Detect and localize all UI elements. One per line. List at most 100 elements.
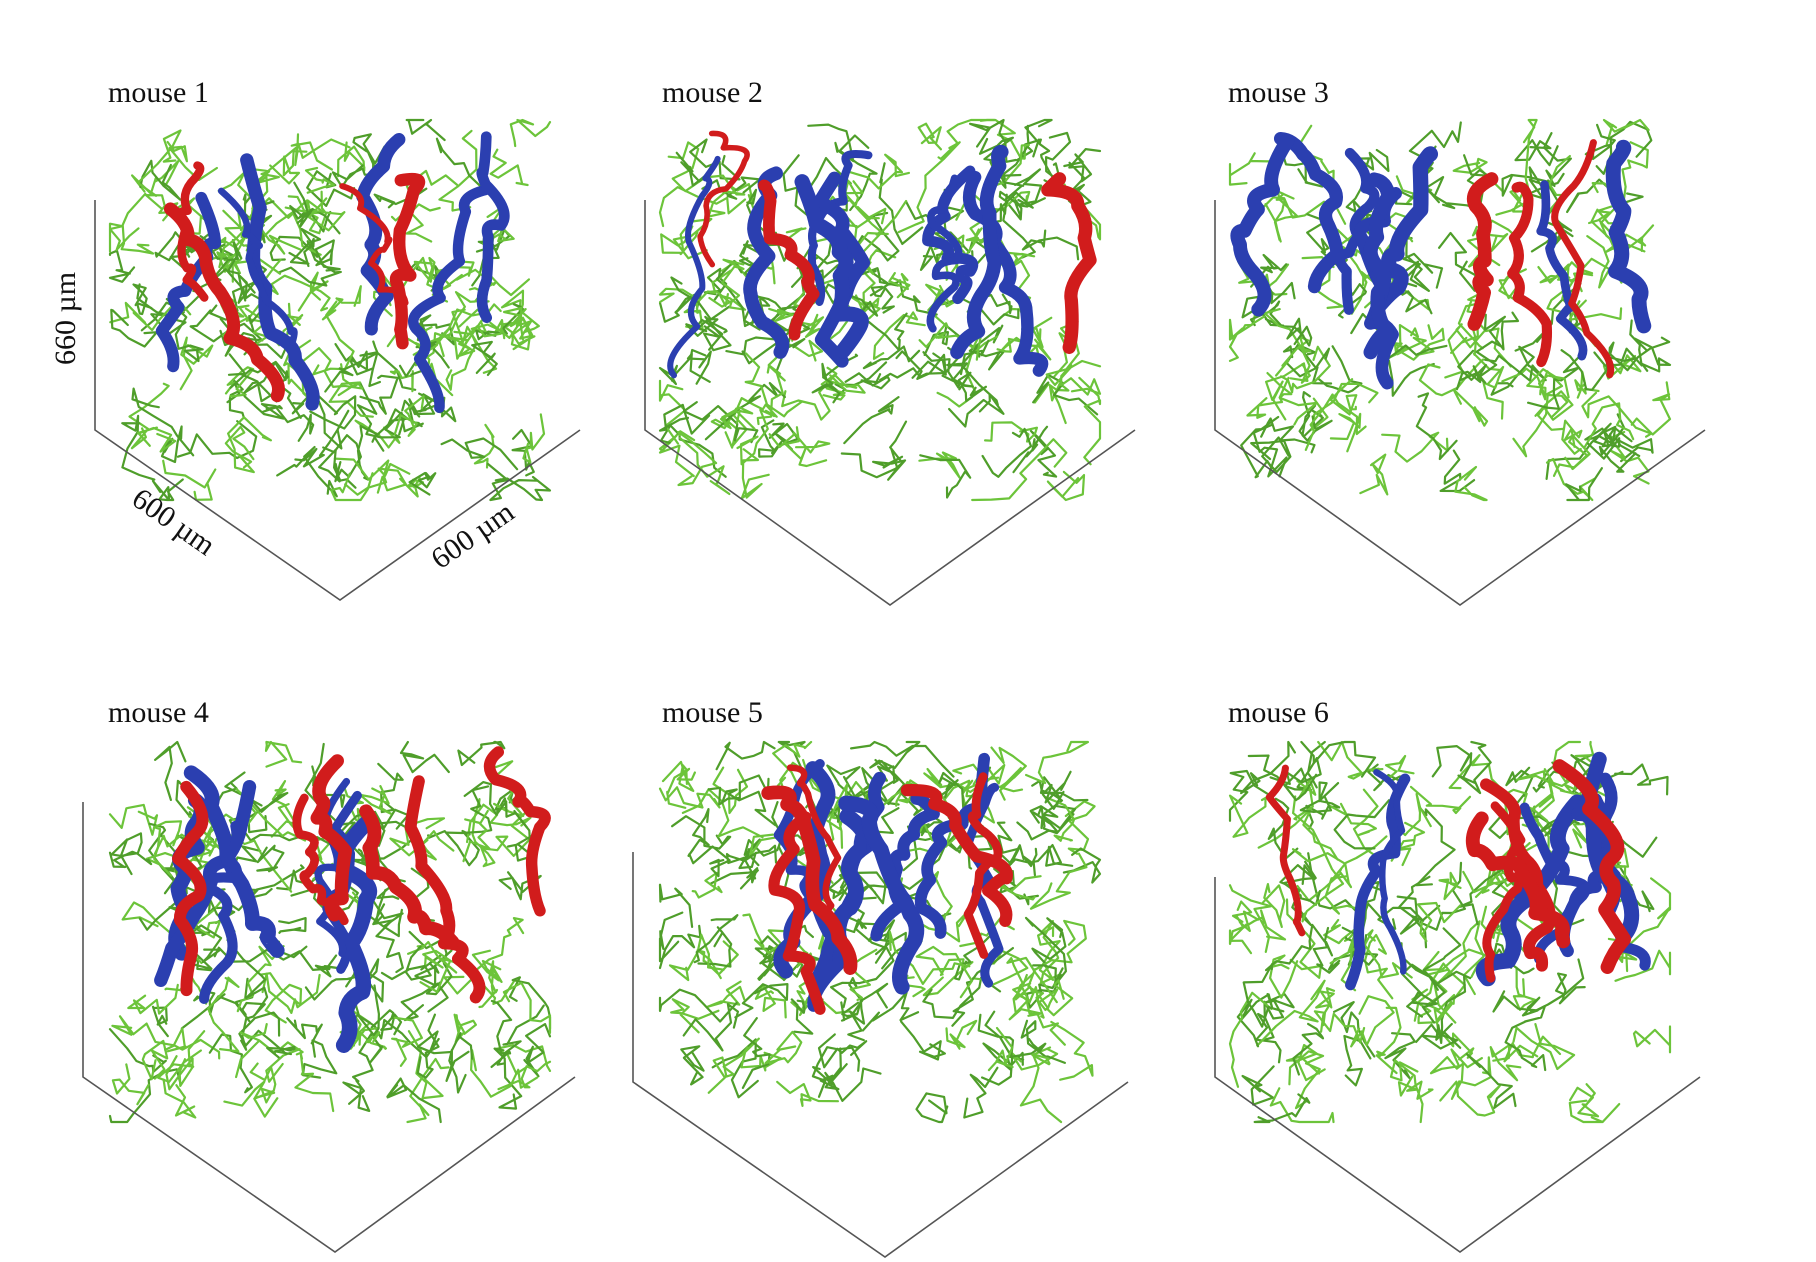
- capillary-segment: [312, 300, 355, 376]
- capillary-segment: [1396, 875, 1431, 935]
- venule-branch: [1363, 172, 1396, 360]
- capillary-segment: [522, 413, 546, 464]
- capillary-segment: [817, 1033, 868, 1069]
- capillary-segment: [391, 1016, 423, 1067]
- capillary-segment: [314, 239, 341, 272]
- capillary-segment: [759, 935, 804, 978]
- capillary-segment: [121, 414, 156, 481]
- capillary-segment: [1228, 315, 1266, 341]
- capillary-segment: [658, 924, 702, 970]
- capillary-segment: [1577, 235, 1611, 289]
- capillary-segment: [1416, 901, 1462, 943]
- capillary-segment: [1012, 982, 1066, 1046]
- panel-mouse-1: mouse 1 660 µm 600 µm 600 µm: [49, 76, 581, 601]
- capillary-segment: [1310, 382, 1379, 431]
- axis-frame: [1214, 200, 1706, 606]
- capillary-segment: [677, 430, 718, 487]
- capillary-segment: [376, 462, 411, 494]
- capillary-segment: [330, 472, 374, 502]
- capillary-segment: [705, 980, 746, 1009]
- capillary-segment: [725, 848, 758, 880]
- capillary-segment: [977, 1010, 1015, 1058]
- capillary-segment: [715, 740, 776, 771]
- capillary-segment: [1253, 1093, 1311, 1124]
- capillary-segment: [895, 350, 947, 380]
- panel-label: mouse 5: [662, 696, 763, 729]
- venule-branch: [1605, 139, 1652, 334]
- capillary-segment: [1268, 954, 1299, 999]
- capillary-segment: [393, 395, 425, 437]
- capillary-segment: [386, 1077, 442, 1124]
- venule-branch: [838, 795, 925, 995]
- capillary-segment: [1019, 328, 1052, 364]
- capillary-segment: [1333, 799, 1390, 850]
- capillary-segment: [918, 451, 961, 479]
- venule-branch: [1230, 133, 1295, 317]
- capillary-segment: [165, 1055, 194, 1091]
- capillary-segment: [1025, 740, 1089, 785]
- capillary-segment: [440, 437, 519, 471]
- capillary-segment: [377, 762, 404, 814]
- capillary-segment: [936, 335, 999, 408]
- capillary-segment: [223, 1080, 276, 1107]
- height-dimension-label: 660 µm: [49, 272, 82, 365]
- capillary-segment: [1512, 966, 1537, 1011]
- panel-mouse-2: mouse 2: [644, 76, 1136, 606]
- capillary-segment: [157, 1030, 206, 1083]
- capillary-segment: [919, 454, 972, 499]
- capillary-segment: [260, 972, 303, 1024]
- capillary-segment: [132, 283, 153, 316]
- capillary-segment: [1532, 761, 1574, 793]
- capillary-segment: [1359, 453, 1389, 496]
- capillary-segment: [416, 1030, 474, 1060]
- capillary-segment: [1282, 345, 1331, 369]
- capillary-segment: [984, 421, 1038, 443]
- capillary-segment: [1591, 182, 1644, 253]
- capillary-segment: [235, 1022, 276, 1079]
- capillary-segment: [1581, 391, 1653, 438]
- arteriole-branch: [1551, 139, 1615, 379]
- venule-branch: [794, 174, 869, 359]
- capillary-segment: [1291, 848, 1353, 889]
- capillary-segment: [869, 279, 938, 316]
- arteriole-branch: [175, 161, 209, 302]
- capillary-segment: [948, 393, 1005, 428]
- capillary-segment: [1044, 796, 1076, 842]
- capillary-segment: [1418, 358, 1485, 397]
- capillary-segment: [862, 345, 921, 370]
- capillary-segment: [765, 307, 794, 329]
- capillary-segment: [682, 1003, 739, 1052]
- capillary-segment: [231, 211, 322, 283]
- capillary-segment: [1439, 1080, 1501, 1117]
- capillary-segment: [1046, 470, 1086, 502]
- capillary-segment: [108, 222, 140, 253]
- capillary-segment: [299, 347, 364, 397]
- capillary-segment: [658, 883, 694, 928]
- capillary-segment: [861, 991, 920, 1032]
- capillary-segment: [925, 827, 964, 870]
- arteriole-branch: [310, 754, 353, 922]
- capillary-segment: [1045, 339, 1102, 386]
- capillary-segment: [1429, 1048, 1483, 1075]
- capillary-segment: [1602, 118, 1650, 146]
- capillary-segment: [165, 298, 204, 363]
- venule-branch: [1370, 146, 1439, 315]
- capillary-segment: [407, 1030, 444, 1101]
- arteriole-branch: [483, 746, 551, 917]
- capillary-segment: [1433, 1008, 1475, 1061]
- capillary-segment: [471, 949, 503, 983]
- capillary-segment: [1301, 404, 1333, 442]
- capillary-segment: [445, 1048, 470, 1094]
- arteriole-branch: [768, 811, 826, 1015]
- capillary-segment: [1261, 883, 1286, 928]
- capillary-segment: [658, 186, 747, 228]
- capillary-segment: [869, 740, 921, 784]
- capillary-segment: [1584, 123, 1616, 161]
- capillary-segment: [915, 1092, 949, 1124]
- capillary-segment: [1555, 972, 1586, 1005]
- capillary-segment: [438, 129, 478, 212]
- capillary-segment: [224, 425, 255, 469]
- capillary-segment: [731, 397, 778, 447]
- capillary-segment: [266, 1045, 296, 1059]
- capillary-segment: [416, 1013, 440, 1079]
